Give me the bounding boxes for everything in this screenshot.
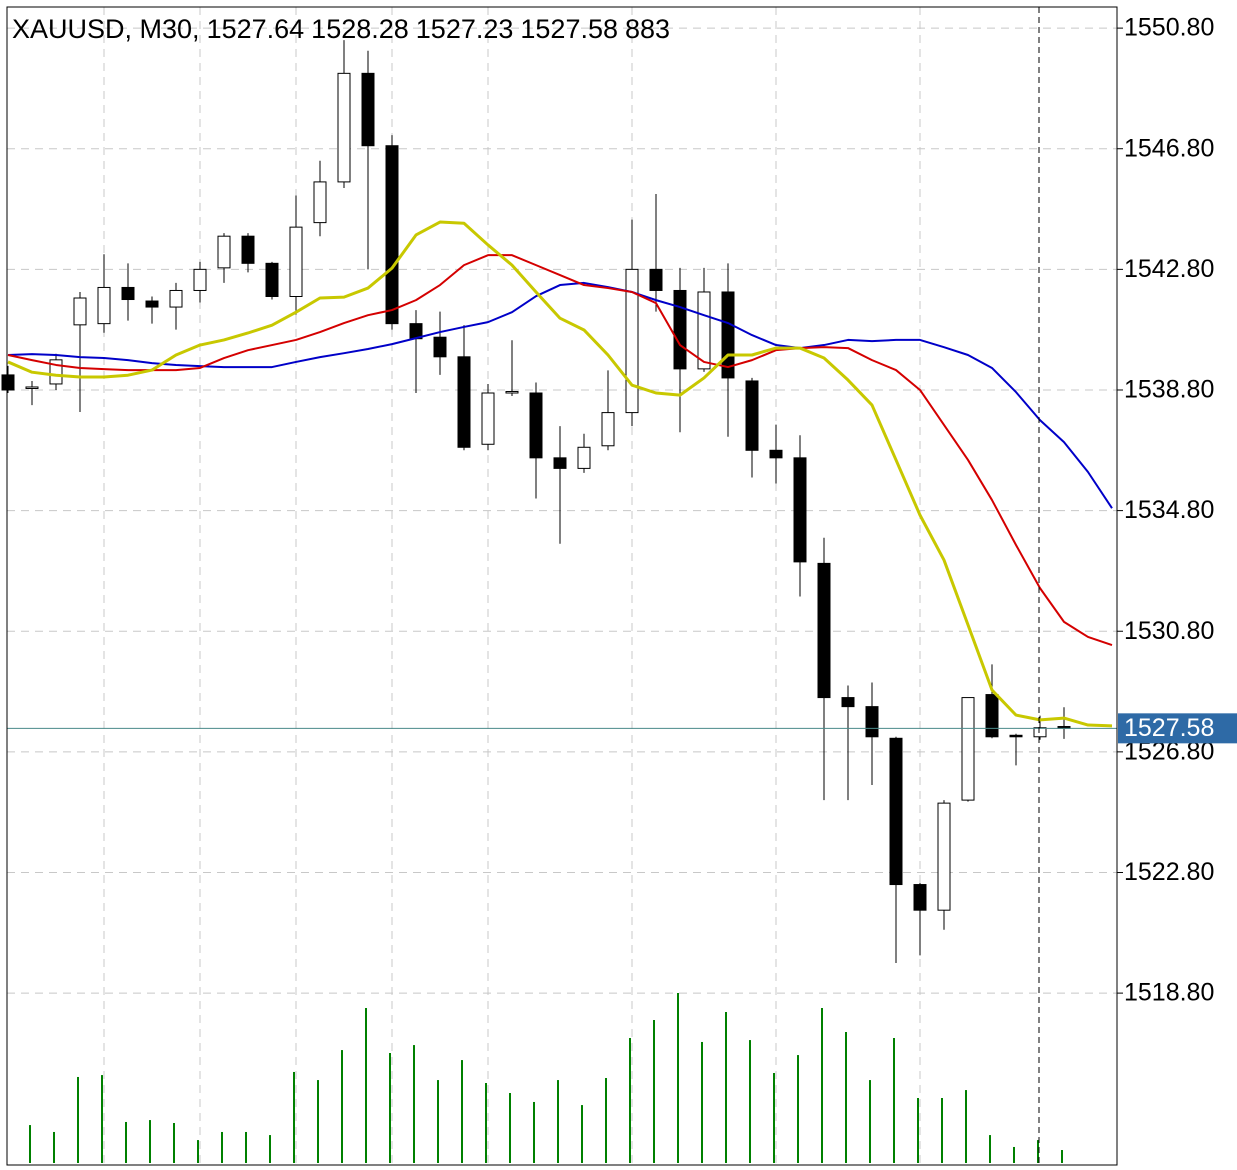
y-tick-label: 1518.80 bbox=[1124, 979, 1214, 1007]
candle-body bbox=[889, 737, 903, 886]
candle-body bbox=[1009, 734, 1023, 738]
price-label: 1527.58 bbox=[1124, 714, 1214, 742]
candle-body bbox=[649, 268, 663, 291]
candle-body bbox=[73, 297, 87, 326]
candle-body bbox=[841, 697, 855, 708]
candle-body bbox=[289, 226, 303, 297]
candle-body bbox=[865, 706, 879, 738]
price-label-box bbox=[1118, 713, 1237, 744]
candle-body bbox=[241, 235, 255, 264]
candle-body bbox=[817, 562, 831, 699]
y-tick-label: 1534.80 bbox=[1124, 496, 1214, 524]
header-open: 1527.64 bbox=[207, 14, 305, 44]
candle-body bbox=[97, 286, 111, 325]
grid bbox=[7, 7, 1117, 1165]
candle-body bbox=[433, 336, 447, 358]
moving-average-layer bbox=[7, 220, 1117, 729]
candle-body bbox=[529, 392, 543, 459]
candle-body bbox=[913, 884, 927, 911]
candle-layer bbox=[1, 40, 1071, 963]
candle-body bbox=[337, 72, 351, 183]
candle-body bbox=[577, 446, 591, 469]
candle-body bbox=[193, 268, 207, 291]
candle-body bbox=[121, 286, 135, 301]
candle-body bbox=[793, 457, 807, 563]
header-high: 1528.28 bbox=[311, 14, 409, 44]
header-volume: 883 bbox=[625, 14, 670, 44]
candle-body bbox=[145, 300, 159, 308]
price-axis: 1518.801522.801526.801530.801534.801538.… bbox=[1117, 14, 1214, 1007]
candle-body bbox=[361, 72, 375, 147]
y-tick-label: 1522.80 bbox=[1124, 858, 1214, 886]
moving-average bbox=[7, 220, 1113, 728]
candle-body bbox=[601, 412, 615, 447]
y-tick-label: 1546.80 bbox=[1124, 134, 1214, 162]
candle-body bbox=[457, 356, 471, 448]
candle-body bbox=[961, 697, 975, 801]
y-tick-label: 1530.80 bbox=[1124, 617, 1214, 645]
candle-body bbox=[1, 374, 15, 391]
candle-body bbox=[169, 289, 183, 308]
candle-body bbox=[625, 268, 639, 414]
moving-average bbox=[7, 254, 1113, 647]
candle-body bbox=[505, 390, 519, 394]
moving-average bbox=[7, 281, 1113, 509]
candle-body bbox=[745, 380, 759, 451]
candle-body bbox=[1033, 727, 1047, 738]
volume-layer bbox=[29, 993, 1063, 1163]
candle-body bbox=[769, 449, 783, 459]
candle-body bbox=[697, 291, 711, 370]
candle-body bbox=[25, 386, 39, 389]
candle-body bbox=[481, 392, 495, 445]
candle-body bbox=[217, 235, 231, 269]
header-close: 1527.58 bbox=[520, 14, 618, 44]
candle-body bbox=[937, 802, 951, 911]
candle-body bbox=[385, 145, 399, 325]
plot-frame bbox=[6, 6, 1118, 1166]
y-tick-label: 1538.80 bbox=[1124, 376, 1214, 404]
candle-body bbox=[313, 181, 327, 224]
y-tick-label: 1542.80 bbox=[1124, 255, 1214, 283]
candle-body bbox=[985, 694, 999, 738]
chart-header: XAUUSD, M30, 1527.64 1528.28 1527.23 1527.58… bbox=[12, 14, 670, 44]
header-low: 1527.23 bbox=[416, 14, 514, 44]
candle-body bbox=[553, 457, 567, 469]
y-tick-label: 1550.80 bbox=[1124, 14, 1214, 42]
candle-body bbox=[265, 262, 279, 297]
candle-body bbox=[673, 289, 687, 370]
chart-title: XAUUSD, M30, bbox=[12, 14, 200, 44]
